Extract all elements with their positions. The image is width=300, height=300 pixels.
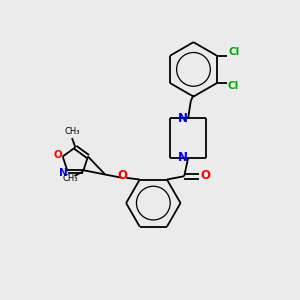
Text: O: O — [117, 169, 127, 182]
Text: Cl: Cl — [229, 47, 240, 57]
Text: Cl: Cl — [228, 81, 239, 91]
Text: CH₃: CH₃ — [64, 127, 80, 136]
Text: N: N — [58, 168, 67, 178]
Text: CH₃: CH₃ — [62, 174, 78, 183]
Text: O: O — [200, 169, 210, 182]
Text: N: N — [178, 152, 188, 164]
Text: N: N — [178, 112, 188, 124]
Text: O: O — [54, 150, 62, 160]
